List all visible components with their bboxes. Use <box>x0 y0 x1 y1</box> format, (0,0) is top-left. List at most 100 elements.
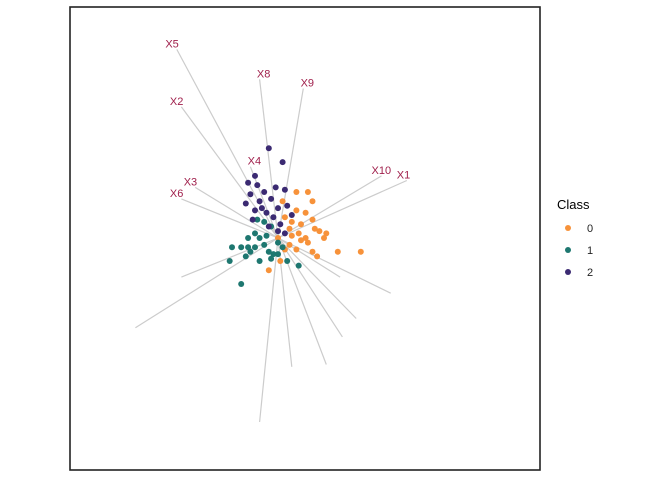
point-class-1-2 <box>261 218 268 225</box>
point-class-1-24 <box>275 251 281 258</box>
point-class-0-20 <box>309 248 316 255</box>
point-class-2-4 <box>245 179 252 186</box>
point-class-0-11 <box>286 225 293 232</box>
point-class-1-11 <box>252 244 258 251</box>
point-class-2-12 <box>275 205 281 212</box>
legend: Class 0 1 2 <box>557 197 593 279</box>
loading-line-x9 <box>277 88 304 239</box>
point-class-1-1 <box>254 216 261 223</box>
point-class-0-19 <box>298 237 304 244</box>
point-class-1-19 <box>256 258 263 264</box>
point-class-2-20 <box>249 216 256 223</box>
legend-item-1: 1 <box>565 245 593 257</box>
point-class-2-14 <box>252 207 258 214</box>
point-class-0-1 <box>293 189 300 195</box>
point-class-1-12 <box>261 241 268 248</box>
loading-label-x9: X9 <box>301 78 314 90</box>
point-class-0-12 <box>295 230 302 237</box>
point-class-2-16 <box>270 214 277 221</box>
point-class-1-4 <box>245 235 252 241</box>
point-class-0-17 <box>323 230 330 237</box>
point-class-2-10 <box>256 198 263 205</box>
point-class-1-5 <box>252 230 258 237</box>
point-class-0-7 <box>281 214 288 221</box>
point-class-2-2 <box>279 159 286 166</box>
point-class-0-3 <box>309 198 316 205</box>
projection-axis-line-8 <box>259 237 279 423</box>
point-class-1-8 <box>245 244 252 251</box>
point-class-2-7 <box>272 184 279 191</box>
point-class-1-13 <box>265 248 272 255</box>
loading-line-x1 <box>277 179 408 239</box>
legend-key-0 <box>565 225 571 231</box>
legend-title: Class <box>557 197 590 212</box>
loading-label-x5: X5 <box>165 38 178 50</box>
point-class-1-25 <box>263 232 270 239</box>
point-class-0-10 <box>309 216 316 223</box>
legend-label-2: 2 <box>587 267 593 279</box>
point-class-2-5 <box>254 182 261 189</box>
legend-item-2: 2 <box>565 267 593 279</box>
loading-label-x2: X2 <box>170 96 183 108</box>
legend-label-1: 1 <box>587 245 593 257</box>
point-class-0-29 <box>275 235 281 241</box>
point-class-1-23 <box>238 281 245 287</box>
point-class-2-15 <box>263 209 270 216</box>
point-class-1-21 <box>229 244 235 251</box>
point-class-2-23 <box>275 228 281 235</box>
loading-line-x8 <box>259 79 279 239</box>
point-class-0-16 <box>321 235 327 241</box>
data-points <box>226 145 364 287</box>
legend-label-0: 0 <box>587 223 593 235</box>
point-class-0-24 <box>334 248 341 255</box>
point-class-1-20 <box>268 255 275 262</box>
loading-line-x3 <box>194 186 279 239</box>
point-class-1-16 <box>279 244 286 251</box>
legend-key-1 <box>565 247 571 253</box>
point-class-0-21 <box>293 246 300 253</box>
point-class-0-14 <box>311 225 318 232</box>
point-class-1-17 <box>284 258 291 264</box>
point-class-0-26 <box>277 258 284 264</box>
point-class-0-4 <box>279 198 286 205</box>
point-class-0-6 <box>302 209 309 216</box>
loading-line-x10 <box>277 175 382 239</box>
point-class-2-19 <box>242 200 249 207</box>
point-class-0-23 <box>314 253 321 260</box>
point-class-2-13 <box>284 202 291 209</box>
point-class-2-24 <box>265 223 272 230</box>
point-class-1-18 <box>295 262 302 269</box>
loading-label-x1: X1 <box>397 170 410 182</box>
point-class-1-15 <box>275 239 281 246</box>
point-class-0-8 <box>288 218 295 225</box>
point-class-2-21 <box>288 212 295 218</box>
point-class-0-22 <box>286 241 293 248</box>
point-class-2-22 <box>258 205 265 212</box>
point-class-1-9 <box>247 248 254 255</box>
loading-label-x4: X4 <box>248 156 261 168</box>
projection-axis-line-6 <box>277 237 343 338</box>
point-class-0-15 <box>316 228 323 235</box>
projection-axis-line-5 <box>277 237 357 319</box>
point-class-0-28 <box>265 267 272 274</box>
loading-label-x8: X8 <box>257 68 270 80</box>
point-class-1-6 <box>256 235 263 241</box>
point-class-2-9 <box>247 191 254 198</box>
point-class-0-5 <box>293 207 300 214</box>
point-class-2-6 <box>261 189 268 195</box>
point-class-0-25 <box>357 248 364 255</box>
point-class-0-18 <box>304 239 311 246</box>
loading-label-x3: X3 <box>184 176 197 188</box>
point-class-2-3 <box>252 172 258 179</box>
point-class-1-14 <box>270 251 277 258</box>
legend-key-2 <box>565 269 571 275</box>
loading-label-x6: X6 <box>170 188 183 200</box>
point-class-2-17 <box>277 221 284 228</box>
point-class-2-18 <box>281 230 288 237</box>
point-class-0-2 <box>304 189 311 195</box>
point-class-2-8 <box>281 186 288 193</box>
projection-axis-line-2 <box>135 237 279 329</box>
point-class-0-13 <box>302 235 309 241</box>
point-class-1-7 <box>238 244 245 251</box>
